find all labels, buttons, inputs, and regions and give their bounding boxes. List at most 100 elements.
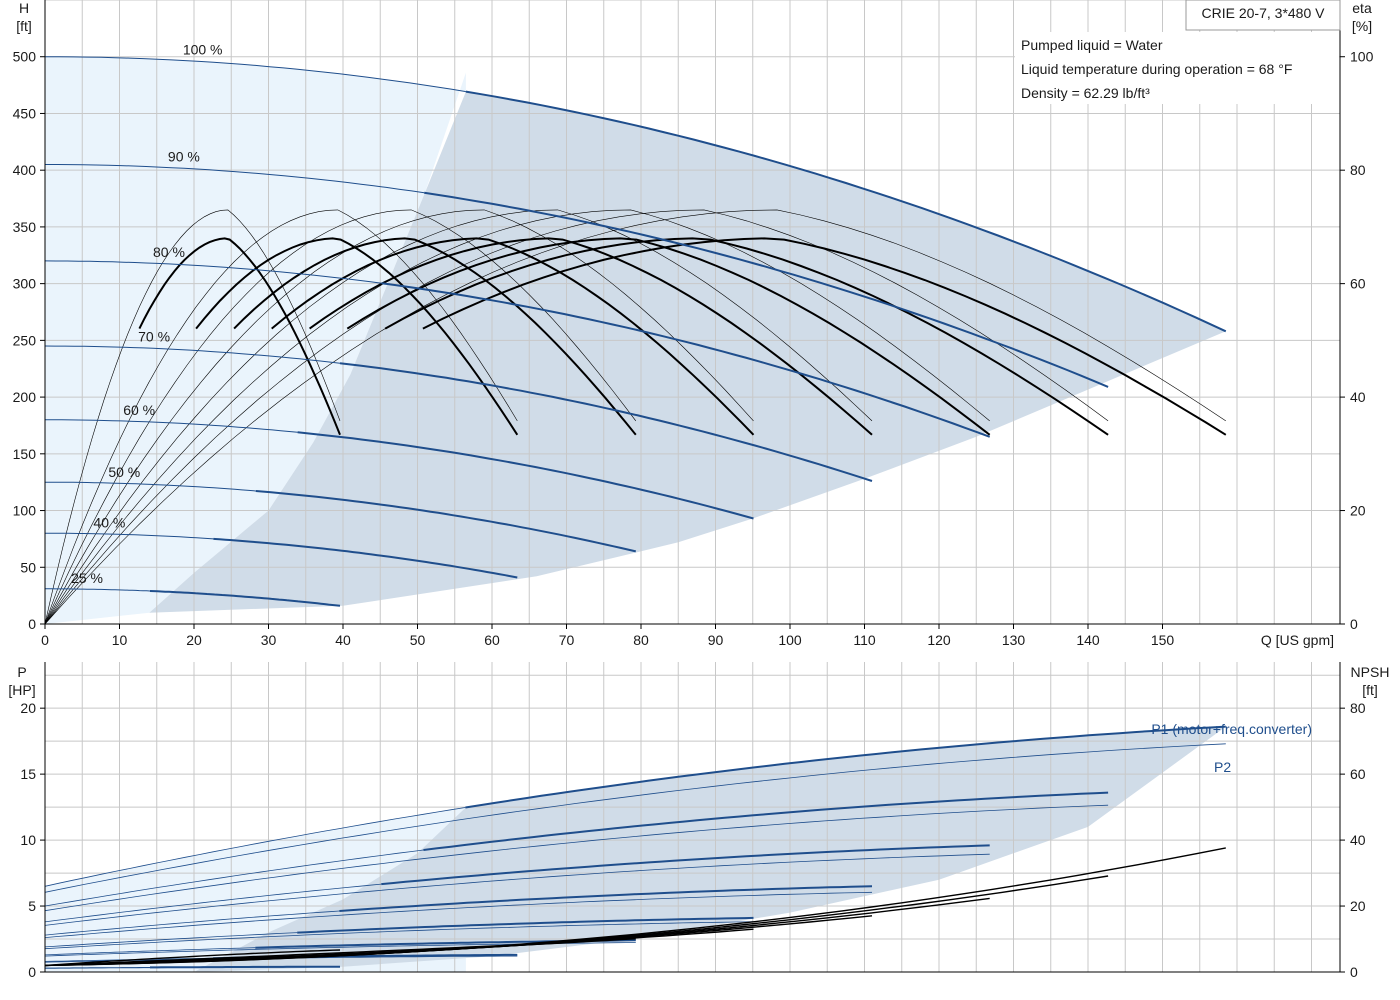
eta-tick-label: 20	[1350, 503, 1366, 519]
eta-curve-thin	[44, 209, 873, 625]
q-tick-label: 10	[112, 632, 128, 648]
eta-tick-label: 40	[1350, 389, 1366, 405]
power-npsh-chart: 0 5 10 15 20 0 20 40 60 80 P [HP] NPSH [ft] P1 (m…	[8, 662, 1389, 980]
npsh-axis-label: NPSH	[1351, 664, 1390, 680]
liquid-temperature: Liquid temperature during operation = 68…	[1021, 61, 1292, 77]
head-curve-thin	[45, 419, 298, 433]
h-tick-label: 500	[13, 49, 37, 65]
eta-curve-thin	[44, 209, 1226, 625]
eta-axis-label: eta	[1352, 0, 1372, 16]
q-tick-label: 150	[1151, 632, 1175, 648]
p2-curve	[44, 853, 990, 926]
eta-tick-label: 60	[1350, 276, 1366, 292]
eta-tick-label: 80	[1350, 162, 1366, 178]
npsh-curve	[44, 938, 636, 967]
p2-curve	[45, 966, 340, 969]
h-axis-unit: [ft]	[16, 18, 32, 34]
head-curve-thin	[45, 164, 425, 194]
h-tick-label: 150	[13, 446, 37, 462]
head-efficiency-chart: 0501001502002503003504004505000204060801…	[13, 0, 1374, 648]
model-name: CRIE 20-7, 3*480 V	[1202, 5, 1326, 21]
npsh-curve	[44, 949, 341, 967]
eta-curve-thin	[44, 209, 341, 625]
p1-curve-thick	[423, 791, 1109, 851]
head-curves	[44, 56, 1227, 607]
speed-label: 25 %	[71, 570, 103, 586]
eta-curve-thick	[195, 237, 519, 436]
head-curve-thin	[44, 260, 382, 284]
eta-curve-thin	[44, 209, 754, 625]
p-tick-label: 10	[20, 832, 36, 848]
density: Density = 62.29 lb/ft³	[1021, 85, 1150, 101]
head-curve-thin	[44, 345, 341, 364]
head-curve-thin	[45, 532, 214, 540]
speed-label: 100 %	[183, 41, 223, 57]
q-tick-label: 70	[559, 632, 575, 648]
eta-curve-thin	[44, 209, 990, 625]
eta-curve-thin	[44, 209, 637, 625]
p-axis-unit: [HP]	[8, 682, 35, 698]
q-tick-label: 90	[708, 632, 724, 648]
speed-label: 80 %	[153, 244, 185, 260]
speed-label: 50 %	[108, 464, 140, 480]
q-tick-label: 30	[261, 632, 277, 648]
h-tick-label: 450	[13, 105, 37, 121]
eta-curve-thick	[346, 237, 991, 436]
eta-curve-thick	[384, 237, 1109, 436]
npsh-tick-label: 0	[1350, 964, 1358, 980]
speed-label: 70 %	[138, 329, 170, 345]
p1-curve-thick	[465, 725, 1226, 809]
head-curve-thin	[44, 56, 466, 93]
eta-curve-thick	[138, 237, 341, 436]
eta-curve-thin	[44, 209, 518, 625]
head-curve-thick	[213, 537, 518, 579]
speed-label: 60 %	[123, 402, 155, 418]
speed-labels: 100 % 90 % 80 % 70 % 60 % 50 % 40 % 25 %	[71, 41, 222, 585]
eta-curve-thick	[271, 237, 755, 436]
model-legend-box: CRIE 20-7, 3*480 V	[1185, 0, 1341, 31]
eta-curve-thick	[422, 237, 1227, 436]
q-tick-label: 0	[41, 632, 49, 648]
p2-curve	[44, 743, 1226, 893]
h-tick-label: 0	[28, 616, 36, 632]
q-tick-label: 110	[853, 632, 876, 648]
q-axis-label: Q [US gpm]	[1261, 632, 1334, 648]
eta-tick-label: 0	[1350, 616, 1358, 632]
eta-curve-thick	[309, 237, 873, 436]
eta-curve-thin	[44, 209, 1109, 625]
p1-curve-thick	[297, 916, 754, 934]
p2-curve	[44, 921, 754, 950]
speed-label: 40 %	[93, 515, 125, 531]
npsh-tick-label: 80	[1350, 700, 1366, 716]
h-tick-label: 350	[13, 219, 37, 235]
q-tick-label: 140	[1076, 632, 1100, 648]
head-curve-thick	[297, 431, 754, 520]
npsh-tick-label: 40	[1350, 832, 1366, 848]
q-tick-label: 20	[186, 632, 202, 648]
speed-label: 90 %	[168, 148, 200, 164]
npsh-curve	[44, 944, 518, 967]
head-curve-thick	[381, 282, 991, 438]
head-curve-thick	[255, 490, 637, 553]
npsh-tick-label: 60	[1350, 766, 1366, 782]
p2-curve	[44, 804, 1109, 912]
q-tick-label: 100	[778, 632, 802, 648]
p-tick-label: 0	[28, 964, 36, 980]
h-tick-label: 100	[13, 503, 37, 519]
dark-operating-area	[149, 91, 1226, 613]
head-curve-thick	[149, 590, 341, 607]
bottom-dark-area	[194, 726, 1226, 972]
bottom-operating-area	[45, 726, 1226, 972]
q-tick-label: 80	[633, 632, 649, 648]
top-axes: 0501001502002503003504004505000204060801…	[13, 0, 1374, 648]
q-tick-label: 130	[1002, 632, 1026, 648]
h-tick-label: 250	[13, 332, 37, 348]
p1-curve-thin	[44, 947, 256, 956]
head-curve-thick	[339, 362, 873, 482]
p-tick-label: 20	[20, 700, 36, 716]
npsh-curves	[44, 847, 1226, 967]
bottom-axes: 0 5 10 15 20 0 20 40 60 80	[20, 662, 1366, 980]
p1-curve-thin	[44, 883, 382, 923]
q-tick-label: 120	[927, 632, 951, 648]
